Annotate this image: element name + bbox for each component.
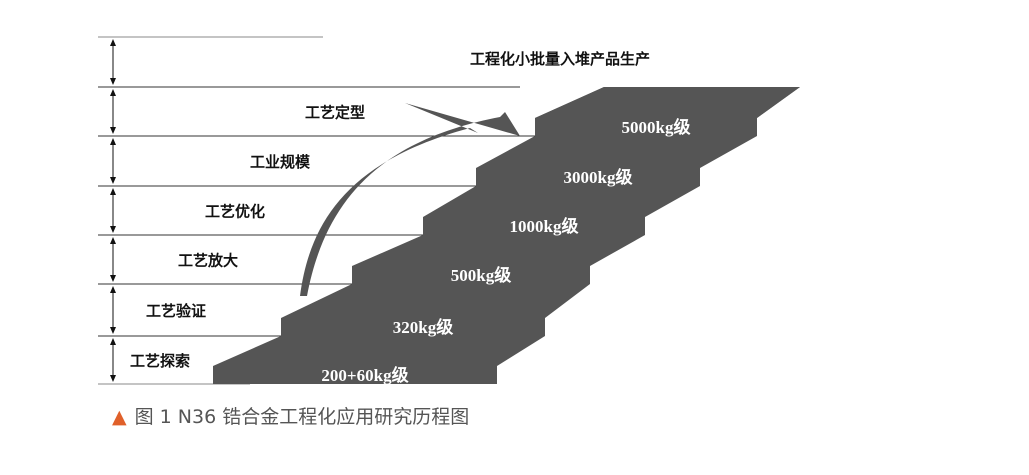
figure-caption: ▲ 图 1 N36 锆合金工程化应用研究历程图 [112,402,469,429]
level-lines [98,36,540,385]
engineering-staircase-diagram: 200+60kg级 320kg级 500kg级 1000kg级 3000kg级 5000k… [98,36,800,385]
stage-label: 工艺验证 [146,302,206,320]
top-stage-label: 工程化小批量入堆产品生产 [470,50,650,68]
stage-label: 工业规模 [250,153,311,171]
stair-step [476,136,757,186]
caption-text: 图 1 N36 锆合金工程化应用研究历程图 [134,406,470,428]
stair-step [423,186,700,235]
step-capacity-label: 5000kg级 [622,117,691,137]
staircase [213,87,800,384]
stair-step [213,336,545,384]
stair-step [352,235,645,284]
step-capacity-label: 320kg级 [393,317,453,337]
step-capacity-label: 200+60kg级 [321,365,408,385]
progress-arrow [300,103,520,296]
stage-label: 工艺优化 [205,203,265,221]
stage-label: 工艺放大 [178,252,238,270]
stage-label: 工艺定型 [305,104,365,122]
stage-label: 工艺探索 [130,352,190,370]
step-capacity-label: 3000kg级 [564,167,633,187]
step-capacity-label: 1000kg级 [510,216,579,236]
triangle-up-icon: ▲ [112,406,127,428]
stair-step [281,284,590,336]
stair-step-top [535,87,800,136]
step-capacity-label: 500kg级 [451,265,511,285]
